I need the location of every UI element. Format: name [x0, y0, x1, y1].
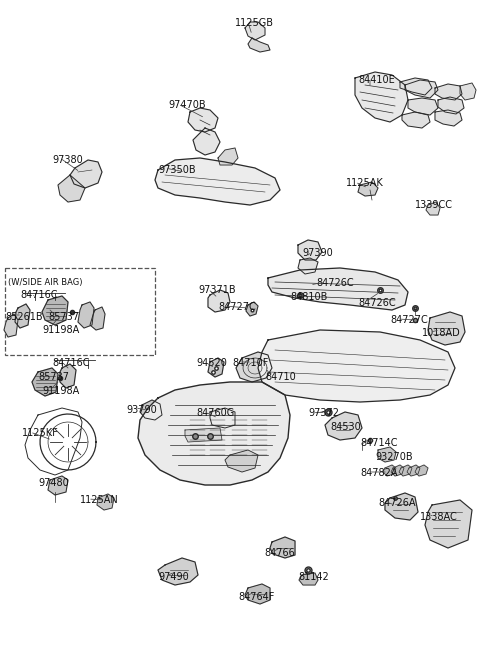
Polygon shape [32, 368, 58, 396]
Text: 84726A: 84726A [378, 498, 416, 508]
Polygon shape [435, 84, 462, 100]
Polygon shape [4, 314, 18, 337]
Polygon shape [245, 22, 265, 40]
Polygon shape [460, 83, 476, 100]
Text: 84764F: 84764F [238, 592, 275, 602]
Text: 84726C: 84726C [316, 278, 354, 288]
Polygon shape [426, 202, 440, 215]
Polygon shape [435, 110, 462, 126]
Polygon shape [193, 128, 220, 155]
Polygon shape [407, 465, 420, 476]
Text: 91198A: 91198A [42, 386, 79, 396]
Polygon shape [70, 160, 102, 188]
Polygon shape [15, 304, 30, 328]
Polygon shape [325, 412, 362, 440]
Text: 97380: 97380 [52, 155, 83, 165]
Polygon shape [78, 302, 94, 328]
Polygon shape [185, 428, 222, 442]
Text: 93790: 93790 [126, 405, 157, 415]
Polygon shape [42, 296, 68, 325]
Polygon shape [210, 408, 235, 428]
Text: 84710: 84710 [265, 372, 296, 382]
Polygon shape [248, 38, 270, 52]
Polygon shape [208, 290, 230, 312]
Text: 1018AD: 1018AD [422, 328, 461, 338]
Text: 93270B: 93270B [375, 452, 413, 462]
Polygon shape [138, 382, 290, 485]
Text: 91198A: 91198A [42, 325, 79, 335]
Text: 1125GB: 1125GB [235, 18, 274, 28]
Polygon shape [438, 97, 464, 114]
Text: 97470B: 97470B [168, 100, 205, 110]
Text: 94520: 94520 [196, 358, 227, 368]
Polygon shape [400, 78, 432, 95]
Polygon shape [355, 72, 408, 122]
Text: (W/SIDE AIR BAG): (W/SIDE AIR BAG) [8, 278, 83, 287]
Text: 84726C: 84726C [358, 298, 396, 308]
Polygon shape [90, 307, 105, 330]
Text: 84716C: 84716C [20, 290, 58, 300]
Polygon shape [391, 465, 404, 476]
Polygon shape [245, 584, 270, 604]
Bar [5, 268, 155, 355]
Polygon shape [140, 400, 162, 420]
Text: 84530: 84530 [330, 422, 361, 432]
Polygon shape [97, 494, 114, 510]
Polygon shape [270, 537, 295, 558]
Polygon shape [218, 148, 238, 165]
Text: 97490: 97490 [158, 572, 189, 582]
Polygon shape [408, 98, 438, 115]
Polygon shape [158, 558, 198, 585]
Polygon shape [155, 158, 280, 205]
Text: 1125AK: 1125AK [346, 178, 384, 188]
Polygon shape [225, 450, 258, 472]
Polygon shape [399, 465, 412, 476]
Text: 84766: 84766 [264, 548, 295, 558]
Text: 84727C: 84727C [390, 315, 428, 325]
Polygon shape [298, 258, 318, 274]
Text: 84714C: 84714C [360, 438, 397, 448]
Polygon shape [188, 108, 218, 132]
Polygon shape [246, 302, 258, 316]
Text: 97350B: 97350B [158, 165, 196, 175]
Polygon shape [258, 330, 455, 402]
Polygon shape [236, 352, 272, 382]
Text: 1125KF: 1125KF [22, 428, 59, 438]
Polygon shape [358, 182, 378, 196]
Text: 97372: 97372 [308, 408, 339, 418]
Text: 1125AN: 1125AN [80, 495, 119, 505]
Polygon shape [268, 268, 408, 310]
Polygon shape [405, 80, 438, 98]
Polygon shape [60, 364, 76, 388]
Polygon shape [428, 312, 465, 345]
Text: 97371B: 97371B [198, 285, 236, 295]
Polygon shape [298, 240, 322, 260]
Text: 84810B: 84810B [290, 292, 327, 302]
Text: 84710F: 84710F [232, 358, 268, 368]
Text: 97480: 97480 [38, 478, 69, 488]
Polygon shape [378, 447, 396, 462]
Polygon shape [415, 465, 428, 476]
Polygon shape [425, 500, 472, 548]
Text: 84782A: 84782A [360, 468, 397, 478]
Text: 81142: 81142 [298, 572, 329, 582]
Polygon shape [208, 358, 224, 377]
Polygon shape [383, 465, 396, 476]
Polygon shape [58, 175, 85, 202]
Text: 84410E: 84410E [358, 75, 395, 85]
Text: 85261B: 85261B [5, 312, 43, 322]
Text: 85737: 85737 [48, 312, 79, 322]
Text: 97390: 97390 [302, 248, 333, 258]
Polygon shape [402, 112, 430, 128]
Text: 84727C: 84727C [218, 302, 256, 312]
Text: 84716C: 84716C [52, 358, 89, 368]
Text: 84760G: 84760G [196, 408, 234, 418]
Polygon shape [299, 573, 318, 585]
Text: 1338AC: 1338AC [420, 512, 458, 522]
Text: 85737: 85737 [38, 372, 69, 382]
Polygon shape [48, 476, 68, 495]
Text: 1339CC: 1339CC [415, 200, 453, 210]
Polygon shape [385, 493, 418, 520]
